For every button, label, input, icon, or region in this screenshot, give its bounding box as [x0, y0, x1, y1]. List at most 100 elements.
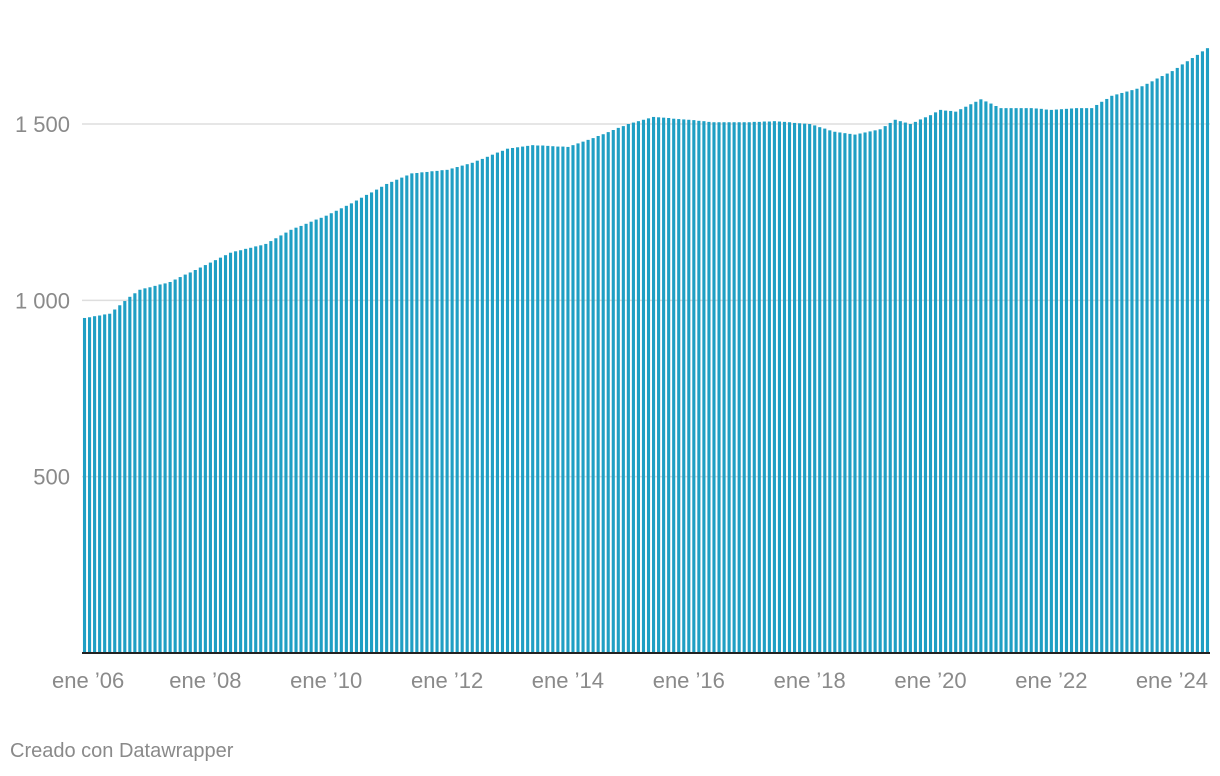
bar — [677, 119, 681, 653]
bar — [818, 127, 822, 654]
bar — [123, 301, 127, 653]
bar — [939, 109, 943, 653]
bar — [445, 169, 449, 653]
bar — [98, 315, 102, 653]
bar — [269, 241, 273, 653]
bar — [490, 154, 494, 653]
bar — [1034, 108, 1038, 654]
bar — [959, 109, 963, 653]
bar — [470, 162, 474, 654]
bar — [787, 122, 792, 654]
bar — [289, 229, 293, 654]
bar — [1004, 108, 1008, 653]
bar — [1044, 109, 1048, 654]
bar — [1125, 91, 1129, 654]
bar — [712, 122, 716, 654]
x-tick-label: ene ’18 — [774, 668, 846, 693]
bar — [304, 223, 308, 654]
bar — [143, 288, 147, 653]
bar — [1085, 108, 1089, 653]
bar — [672, 118, 676, 653]
bar — [913, 121, 917, 653]
bar — [93, 316, 97, 653]
bar — [455, 167, 459, 653]
bar — [1130, 90, 1134, 653]
bar — [1074, 108, 1079, 653]
bar — [556, 146, 560, 653]
bar — [757, 121, 761, 653]
bar — [536, 145, 540, 653]
bar — [898, 121, 902, 654]
y-tick-label: 1 000 — [15, 288, 70, 313]
bar — [858, 133, 862, 653]
bar — [1205, 48, 1210, 654]
bar — [777, 121, 782, 653]
axes: ene ’06 ene ’08 ene ’10 ene ’12 ene ’14 ene ’… — [52, 652, 1210, 693]
bar — [687, 119, 691, 653]
bar — [853, 134, 857, 653]
bar — [1095, 104, 1099, 653]
bar — [596, 135, 600, 654]
bar — [883, 126, 887, 654]
bar — [500, 150, 505, 654]
bar — [586, 139, 590, 653]
bar — [344, 205, 348, 653]
bar — [435, 170, 439, 653]
bar — [178, 277, 182, 653]
bar — [380, 186, 384, 653]
bar — [148, 287, 152, 653]
bar — [1185, 61, 1189, 654]
bar — [662, 117, 666, 653]
bar — [1190, 58, 1194, 654]
bar — [1115, 94, 1119, 653]
bar — [546, 145, 550, 653]
bar — [1014, 108, 1018, 653]
bar — [349, 203, 353, 653]
bar — [405, 175, 409, 654]
bar — [1165, 73, 1169, 653]
bar — [460, 165, 464, 654]
bar — [239, 250, 243, 653]
bar — [193, 270, 197, 653]
bar — [87, 317, 92, 653]
bar — [646, 118, 651, 654]
y-tick-label: 500 — [33, 465, 70, 490]
bar — [324, 215, 328, 653]
bar — [284, 232, 288, 653]
bar — [989, 103, 993, 654]
bar — [526, 145, 530, 653]
bar — [1009, 108, 1013, 653]
bar — [390, 181, 394, 653]
bar — [742, 122, 746, 654]
bar — [228, 252, 233, 653]
bar — [158, 284, 162, 653]
credit-text: Creado con Datawrapper — [10, 740, 234, 762]
bar — [465, 164, 469, 653]
bar — [641, 119, 646, 653]
bar — [334, 210, 338, 653]
bar — [792, 122, 797, 653]
bar — [964, 106, 968, 654]
bar — [264, 243, 268, 653]
bar — [1180, 64, 1184, 653]
bar-series — [82, 48, 1210, 654]
bar — [606, 132, 610, 654]
bar — [737, 122, 741, 654]
bar — [908, 124, 912, 653]
bar — [198, 267, 202, 653]
bar — [505, 148, 510, 653]
bar — [213, 260, 218, 653]
bar — [601, 134, 605, 654]
bar — [813, 125, 817, 653]
bar — [128, 296, 132, 653]
bar — [762, 121, 766, 653]
bar — [873, 130, 877, 654]
bar — [893, 119, 897, 653]
bar — [188, 272, 192, 653]
bar — [833, 131, 837, 653]
bar — [480, 158, 484, 653]
bar — [339, 208, 343, 654]
bar — [495, 152, 500, 653]
bar — [249, 247, 253, 654]
bar — [611, 130, 615, 653]
